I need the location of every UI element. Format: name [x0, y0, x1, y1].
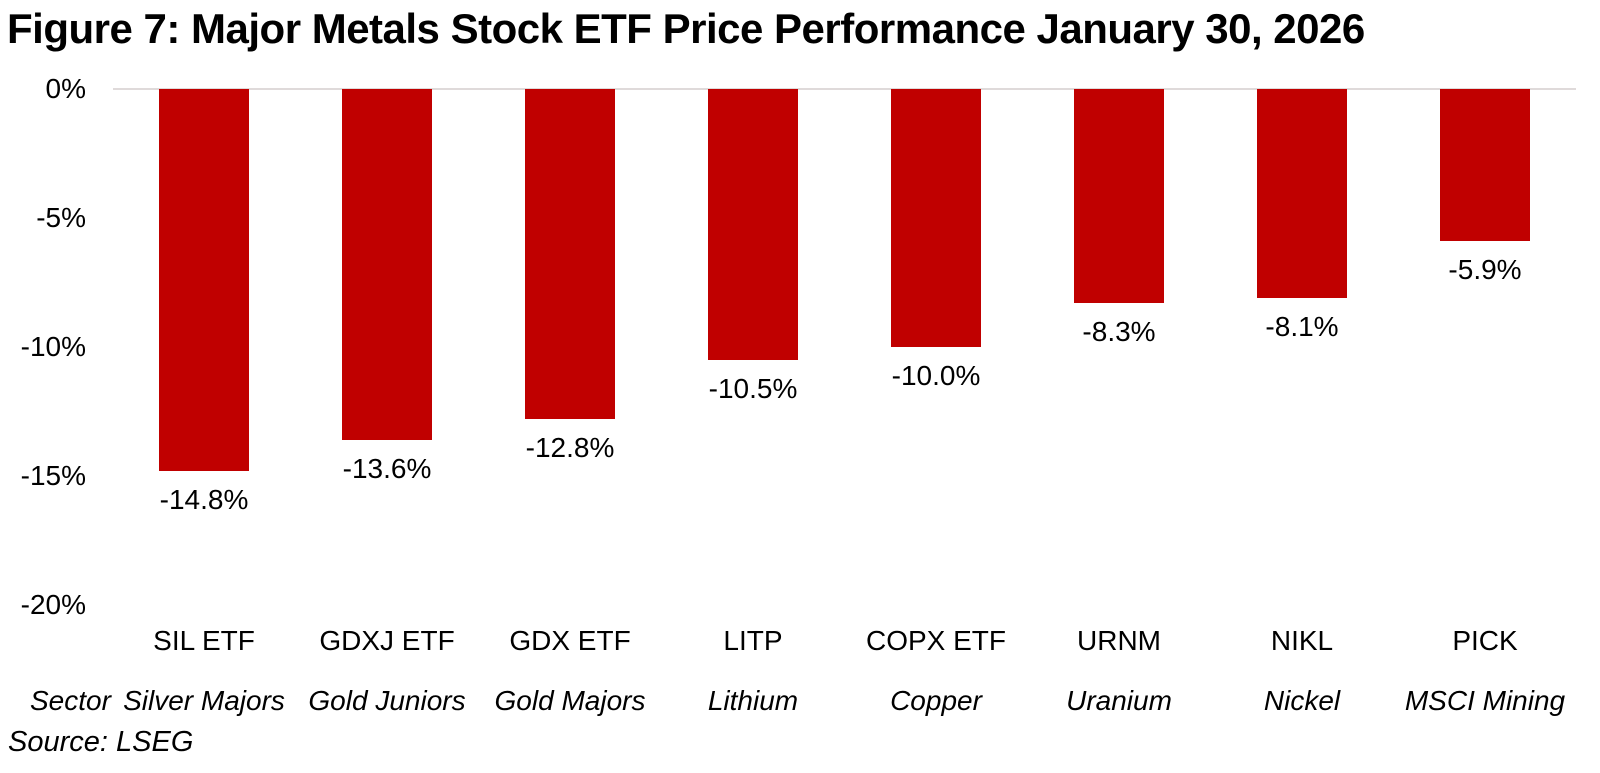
y-axis-tick-label: 0% [45, 73, 86, 104]
bar-copx-etf [891, 89, 981, 347]
bar-litp [708, 89, 798, 360]
sector-label: Uranium [1066, 685, 1172, 716]
y-axis-tick-label: -20% [20, 589, 86, 620]
x-tick-label: LITP [723, 625, 783, 656]
y-axis-tick-label: -10% [20, 331, 86, 362]
y-axis-tick-label: -15% [20, 460, 86, 491]
sector-label: Gold Majors [494, 685, 646, 716]
sector-label: Silver Majors [123, 685, 285, 716]
bar-value-label: -8.1% [1265, 311, 1339, 342]
sector-label: Lithium [707, 685, 799, 716]
x-tick-label: GDX ETF [509, 625, 631, 656]
x-tick-label: SIL ETF [153, 625, 255, 656]
x-tick-label: PICK [1452, 625, 1518, 656]
bar-value-label: -8.3% [1082, 316, 1156, 347]
bar-value-label: -10.5% [708, 373, 798, 404]
x-tick-label: COPX ETF [865, 625, 1006, 656]
bar-value-label: -10.0% [891, 360, 981, 391]
sector-row-label: Sector [30, 685, 111, 716]
x-tick-label: GDXJ ETF [319, 625, 455, 656]
bar-urnm [1074, 89, 1164, 303]
x-tick-label: NIKL [1270, 625, 1334, 656]
bar-value-label: -14.8% [159, 484, 249, 515]
source-note: Source: LSEG [8, 726, 194, 758]
sector-label: MSCI Mining [1404, 685, 1566, 716]
sector-label: Nickel [1263, 685, 1341, 716]
sector-label: Copper [890, 685, 982, 716]
bar-value-label: -12.8% [525, 432, 615, 463]
bar-value-label: -5.9% [1448, 254, 1522, 285]
bar-value-label: -13.6% [342, 453, 432, 484]
sector-label: Gold Juniors [308, 685, 466, 716]
y-axis-tick-label: -5% [36, 202, 86, 233]
bar-nikl [1257, 89, 1347, 298]
bar-gdxj-etf [342, 89, 432, 440]
bar-sil-etf [159, 89, 249, 471]
chart-title: Figure 7: Major Metals Stock ETF Price P… [7, 5, 1365, 52]
x-tick-label: URNM [1077, 625, 1161, 656]
bar-gdx-etf [525, 89, 615, 419]
bar-pick [1440, 89, 1530, 241]
zero-gridline [113, 88, 1576, 90]
